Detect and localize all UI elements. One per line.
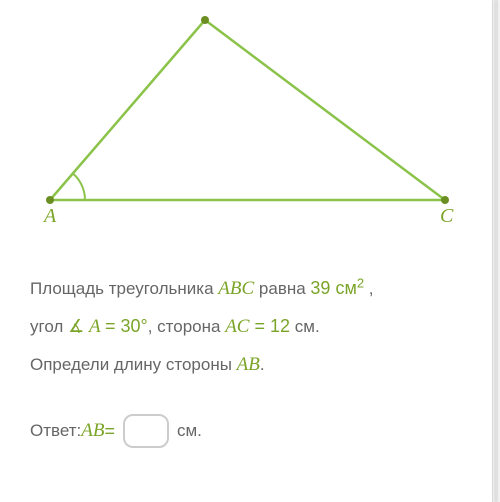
text-prefix-3: Определи длину стороны [30, 355, 237, 374]
answer-input[interactable] [123, 414, 169, 448]
text-prefix-2: угол [30, 317, 68, 336]
triangle-shape [50, 20, 445, 200]
text-mid-2: , сторона [148, 317, 225, 336]
problem-statement: Площадь треугольника ABC равна 39 см2 , … [30, 270, 470, 384]
text-prefix: Площадь треугольника [30, 279, 218, 298]
area-value: 39 [310, 278, 330, 298]
angle-var: A [84, 316, 105, 337]
vertex-a [46, 196, 54, 204]
text-mid: равна [254, 279, 310, 298]
side-var: AC [225, 316, 249, 337]
answer-var: AB [81, 420, 104, 442]
label-c: C [440, 205, 454, 227]
problem-line-2: угол ∡ A = 30°, сторона AC = 12 см. [30, 308, 470, 346]
triangle-svg: A C [30, 10, 470, 230]
text-suffix-3: . [260, 355, 265, 374]
answer-unit: см. [177, 421, 202, 441]
area-unit: см [330, 278, 356, 298]
side-value: 12 [270, 316, 290, 336]
find-var: AB [237, 354, 260, 375]
triangle-name: ABC [218, 278, 254, 299]
answer-row: Ответ: AB = см. [30, 414, 470, 448]
vertex-c [441, 196, 449, 204]
answer-equals: = [104, 421, 115, 442]
scrollbar-track [492, 0, 500, 502]
area-exponent: 2 [357, 275, 364, 290]
vertex-b [201, 16, 209, 24]
answer-prefix: Ответ: [30, 421, 81, 441]
equals-1: = [105, 316, 121, 336]
angle-value: 30° [120, 316, 147, 336]
text-suffix: , [364, 279, 373, 298]
angle-symbol: ∡ [68, 316, 84, 336]
side-unit: см. [290, 317, 320, 336]
label-a: A [42, 205, 57, 227]
scrollbar-thumb[interactable] [494, 0, 498, 502]
problem-line-1: Площадь треугольника ABC равна 39 см2 , [30, 270, 470, 308]
angle-arc [73, 173, 85, 200]
equals-2: = [249, 316, 270, 336]
triangle-diagram: A C [30, 10, 470, 230]
problem-line-3: Определи длину стороны AB. [30, 346, 470, 384]
